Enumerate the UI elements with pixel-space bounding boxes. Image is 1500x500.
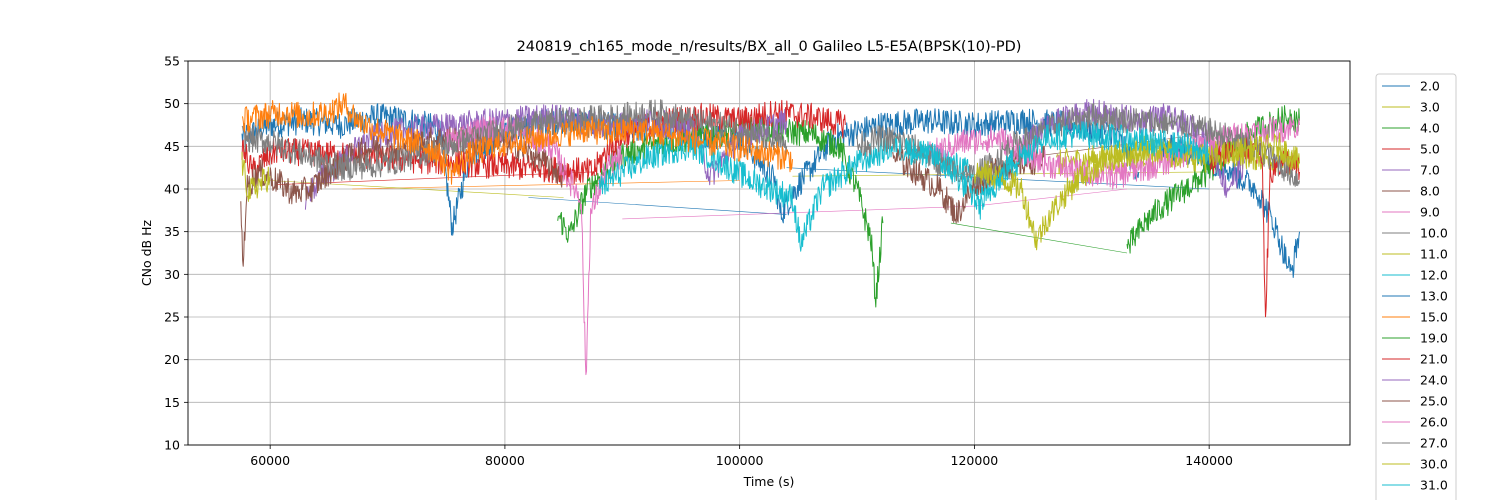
- series-line-30.0: [973, 132, 1300, 251]
- legend-label: 11.0: [1420, 247, 1448, 262]
- legend-label: 9.0: [1420, 205, 1440, 220]
- series-line-15.0: [241, 92, 793, 185]
- legend-label: 8.0: [1420, 184, 1440, 199]
- y-tick-label: 10: [164, 438, 180, 453]
- legend-label: 5.0: [1420, 142, 1440, 157]
- series-line-7.0: [304, 104, 788, 210]
- series-line-27.0: [856, 103, 1300, 190]
- y-tick-label: 55: [164, 54, 180, 69]
- legend-label: 3.0: [1420, 100, 1440, 115]
- y-tick-label: 50: [164, 96, 180, 111]
- legend-label: 2.0: [1420, 79, 1440, 94]
- legend-label: 21.0: [1420, 352, 1448, 367]
- legend-label: 31.0: [1420, 478, 1448, 493]
- chart-title: 240819_ch165_mode_n/results/BX_all_0 Gal…: [517, 39, 1022, 55]
- y-tick-label: 30: [164, 267, 180, 282]
- y-tick-label: 40: [164, 182, 180, 197]
- legend-label: 27.0: [1420, 436, 1448, 451]
- connector-line: [622, 205, 975, 220]
- y-tick-label: 35: [164, 224, 180, 239]
- x-tick-label: 120000: [951, 453, 999, 468]
- legend-label: 7.0: [1420, 163, 1440, 178]
- series-line-10.0: [241, 99, 788, 181]
- legend-label: 25.0: [1420, 394, 1448, 409]
- legend-label: 15.0: [1420, 310, 1448, 325]
- x-axis: 60000 80000 100000 120000 140000: [250, 445, 1233, 468]
- y-axis-label: CNo dB Hz: [139, 219, 154, 286]
- x-tick-label: 60000: [250, 453, 290, 468]
- legend-label: 19.0: [1420, 331, 1448, 346]
- x-tick-label: 80000: [485, 453, 525, 468]
- legend-box: [1375, 73, 1457, 500]
- connector-line: [974, 188, 1128, 207]
- series-line-8.0: [240, 125, 565, 267]
- legend-label: 12.0: [1420, 268, 1448, 283]
- connector-line: [352, 180, 740, 190]
- y-axis: 10 15 20 25 30 35 40 45 50 55: [164, 54, 188, 453]
- legend-label: 26.0: [1420, 415, 1448, 430]
- connector-line: [528, 197, 787, 215]
- legend-label: 30.0: [1420, 457, 1448, 472]
- y-tick-label: 15: [164, 395, 180, 410]
- x-tick-label: 100000: [716, 453, 764, 468]
- legend-label: 4.0: [1420, 121, 1440, 136]
- connector-line: [950, 222, 1128, 254]
- plot-frame: [187, 60, 1351, 446]
- y-tick-label: 45: [164, 139, 180, 154]
- legend-label: 33.0: [1420, 499, 1448, 500]
- legend: 2.0 3.0 4.0 5.0 7.0 8.0 9.0 10.0 11.0 12.0 13.0 15.…: [1375, 73, 1457, 500]
- legend-label: 13.0: [1420, 289, 1448, 304]
- series-line-11.0: [241, 151, 271, 202]
- y-tick-label: 25: [164, 310, 180, 325]
- legend-label: 24.0: [1420, 373, 1448, 388]
- x-axis-label: Time (s): [743, 474, 795, 489]
- legend-label: 10.0: [1420, 226, 1448, 241]
- series-layer: [240, 92, 1300, 376]
- series-line-31.0: [903, 121, 1210, 220]
- y-tick-label: 20: [164, 352, 180, 367]
- series-line-9.0: [445, 116, 623, 376]
- x-tick-label: 140000: [1185, 453, 1233, 468]
